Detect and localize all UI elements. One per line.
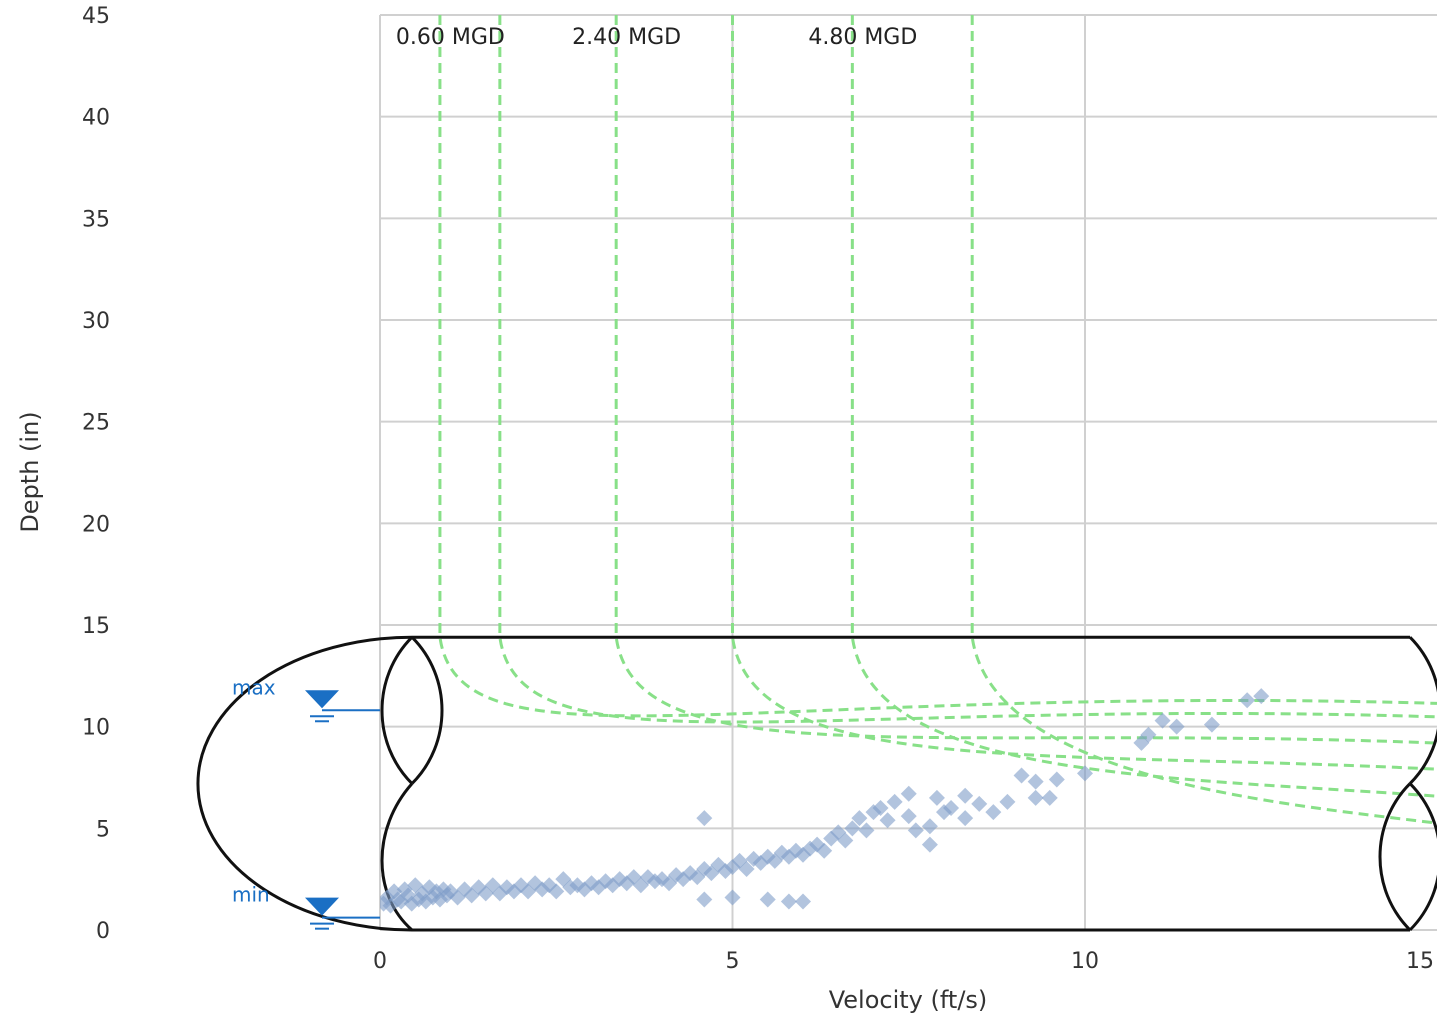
data-point	[921, 836, 938, 853]
y-tick-label: 10	[82, 716, 110, 741]
flow-labels: 0.60 MGD 2.40 MGD 4.80 MGD	[396, 25, 917, 50]
data-point	[696, 810, 713, 827]
data-point	[837, 832, 854, 849]
data-point	[1027, 773, 1044, 790]
pipe-end-left-front	[380, 636, 414, 785]
y-tick-label: 20	[82, 512, 110, 537]
y-tick-label: 35	[82, 207, 110, 232]
flow-curve-label: 2.40 MGD	[572, 25, 681, 50]
y-tick-label: 30	[82, 309, 110, 334]
data-point	[380, 889, 396, 906]
data-point	[907, 822, 924, 839]
data-points	[380, 688, 1270, 914]
data-point	[548, 883, 565, 900]
data-point	[1013, 767, 1030, 784]
pipe-end-right-front	[1378, 782, 1412, 932]
flow-curve	[614, 15, 1437, 745]
data-point	[1140, 726, 1157, 743]
data-point	[1041, 789, 1058, 806]
data-point	[1239, 692, 1256, 709]
flow-curve-label: 4.80 MGD	[808, 25, 917, 50]
y-tick-label: 40	[82, 106, 110, 131]
pipe-end-right-back	[1408, 782, 1437, 932]
pipe-outline	[196, 635, 1437, 932]
data-point	[498, 879, 515, 896]
data-point	[858, 822, 875, 839]
y-tick-label: 25	[82, 411, 110, 436]
x-tick-label: 10	[1071, 949, 1099, 974]
pipe-section-circle	[196, 635, 413, 932]
data-point	[1154, 712, 1171, 729]
flow-curves	[438, 15, 1437, 825]
data-point	[872, 800, 889, 816]
y-tick-label: 15	[82, 614, 110, 639]
data-point	[1203, 716, 1220, 733]
data-point	[900, 808, 917, 825]
data-point	[936, 804, 952, 821]
pipe-end-right-upper	[1408, 636, 1437, 785]
flow-curve	[498, 15, 1437, 724]
data-point	[957, 787, 974, 804]
pipe-end-left-lower	[380, 782, 414, 932]
data-point	[759, 891, 776, 908]
y-tick-label: 5	[96, 817, 110, 842]
data-point	[795, 893, 811, 910]
data-point	[900, 785, 917, 802]
data-point	[999, 793, 1016, 810]
data-point	[724, 889, 741, 906]
flow-curve	[438, 15, 1437, 718]
level-marker-label: max	[232, 675, 276, 699]
data-point	[816, 842, 833, 859]
flow-curve	[850, 15, 1437, 798]
data-point	[971, 795, 988, 812]
data-point	[879, 812, 896, 829]
data-point	[844, 820, 861, 837]
water-level-triangle-icon	[305, 690, 339, 709]
data-point	[1048, 771, 1065, 788]
level-marker-label: min	[232, 883, 270, 907]
axis-ticks: 0 5 10 15 20 25 30 35 40 45 0 5 10 15	[82, 4, 1434, 974]
data-point	[1253, 688, 1270, 705]
level-markers: max min	[232, 675, 380, 930]
pipe-end-left-back	[410, 636, 444, 785]
data-point	[985, 804, 1002, 821]
data-point	[1077, 765, 1093, 782]
y-axis-title: Depth (in)	[16, 411, 44, 532]
water-level-triangle-icon	[305, 897, 339, 916]
y-tick-label: 0	[96, 919, 110, 944]
data-point	[1027, 789, 1044, 806]
x-tick-label: 0	[373, 949, 387, 974]
data-point	[921, 818, 938, 835]
data-point	[957, 810, 974, 827]
data-point	[886, 793, 903, 810]
flow-curve	[970, 15, 1437, 825]
flow-curve-label: 0.60 MGD	[396, 25, 505, 50]
data-point	[851, 810, 868, 827]
flow-curve	[731, 15, 1437, 771]
data-point	[928, 789, 945, 806]
data-point	[738, 861, 755, 877]
data-point	[1168, 718, 1185, 735]
x-axis-title: Velocity (ft/s)	[829, 986, 988, 1014]
data-point	[696, 891, 713, 908]
x-tick-label: 15	[1406, 949, 1434, 974]
data-point	[780, 893, 797, 910]
x-tick-label: 5	[726, 949, 740, 974]
y-tick-label: 45	[82, 4, 110, 29]
